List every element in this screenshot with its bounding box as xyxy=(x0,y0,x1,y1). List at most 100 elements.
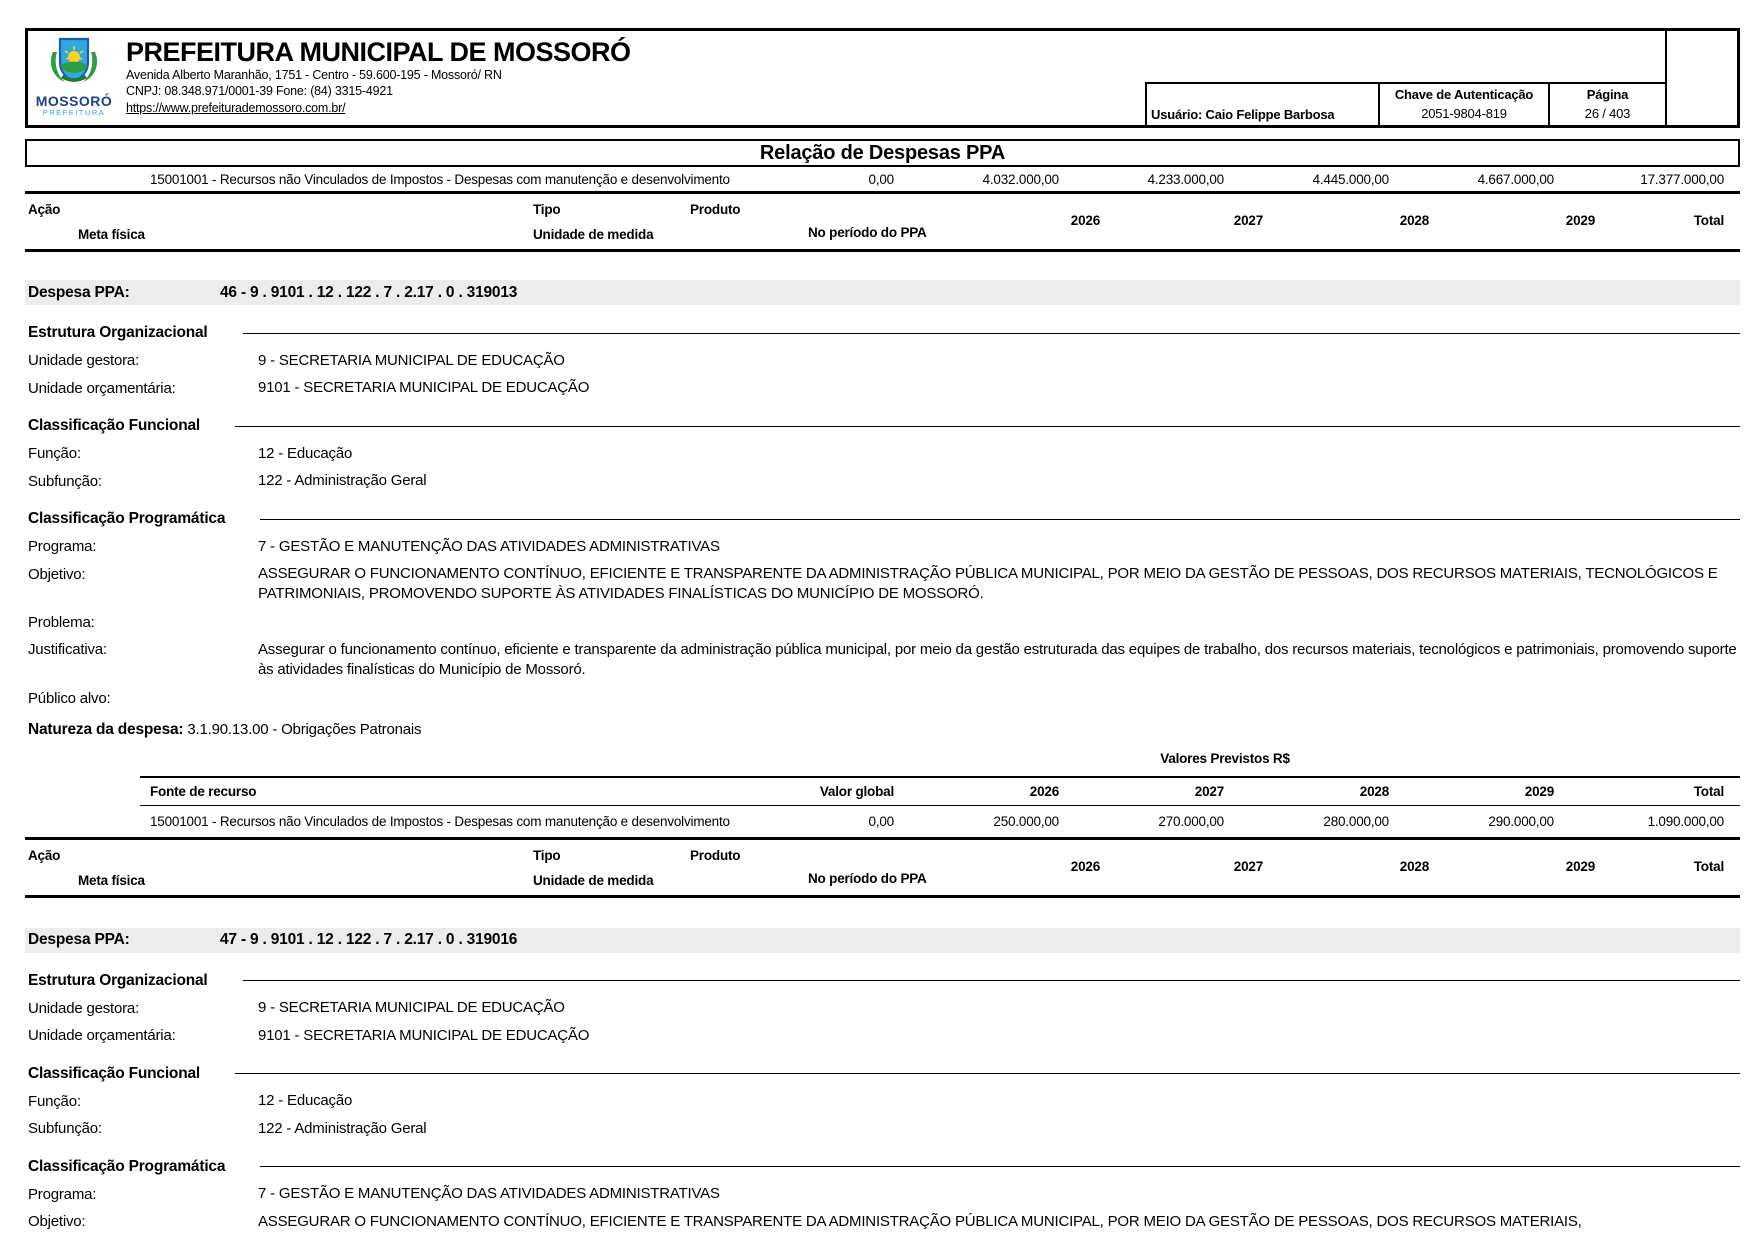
valores-previstos-label: Valores Previstos R$ xyxy=(1160,750,1290,766)
value-total: 17.377.000,00 xyxy=(1640,171,1724,187)
value-2028: 280.000,00 xyxy=(1323,813,1389,829)
col-meta-fisica: Meta física xyxy=(78,872,145,888)
heading-estrutura-organizacional: Estrutura Organizacional xyxy=(25,324,1740,342)
col-2026: 2026 xyxy=(1070,213,1100,228)
col-unidade-medida: Unidade de medida xyxy=(533,872,654,888)
heading-rule xyxy=(235,425,1740,427)
col-periodo-ppa: No período do PPA xyxy=(808,870,927,886)
heading-classificacao-programatica: Classificação Programática xyxy=(25,1158,1740,1176)
despesa-ppa-band: Despesa PPA: 46 - 9 . 9101 . 12 . 122 . … xyxy=(25,280,1740,305)
field-publico-alvo: Público alvo: xyxy=(28,689,111,707)
funding-table-header: Fonte de recurso Valor global 2026 2027 … xyxy=(25,778,1740,805)
col-periodo-ppa: No período do PPA xyxy=(808,225,927,240)
funding-row-continued: 15001001 - Recursos não Vinculados de Im… xyxy=(25,167,1740,191)
divider xyxy=(25,191,1740,194)
natureza-despesa-row: Natureza da despesa: 3.1.90.13.00 - Obri… xyxy=(28,720,422,738)
valor-global-value: 0,00 xyxy=(868,813,895,829)
col-2027: 2027 xyxy=(1233,213,1263,228)
field-problema: Problema: xyxy=(28,614,95,631)
page-label: Página xyxy=(1586,87,1629,102)
field-objetivo: Objetivo: ASSEGURAR O FUNCIONAMENTO CONT… xyxy=(28,1212,1582,1230)
auth-key-label: Chave de Autenticação xyxy=(1394,87,1534,102)
logo-wordmark: MOSSORÓ xyxy=(35,93,113,109)
field-programa: Programa: 7 - GESTÃO E MANUTENÇÃO DAS AT… xyxy=(28,1185,720,1203)
action-table-header: Ação Tipo Produto Meta física Unidade de… xyxy=(25,194,1740,249)
auth-key-cell: Chave de Autenticação 2051-9804-819 xyxy=(1378,82,1548,125)
col-produto: Produto xyxy=(690,202,741,217)
user-cell: Usuário: Caio Felippe Barbosa xyxy=(1145,82,1378,125)
despesa-ppa-label: Despesa PPA: xyxy=(28,283,130,301)
field-funcao: Função: 12 - Educação xyxy=(28,1092,353,1110)
despesa-ppa-band: Despesa PPA: 47 - 9 . 9101 . 12 . 122 . … xyxy=(25,927,1740,953)
heading-rule xyxy=(242,980,1740,981)
user-name: Usuário: Caio Felippe Barbosa xyxy=(1151,107,1335,122)
col-total: Total xyxy=(1693,858,1724,874)
col-2027: 2027 xyxy=(1233,858,1263,874)
field-subfuncao: Subfunção: 122 - Administração Geral xyxy=(28,472,427,490)
heading-rule xyxy=(235,1073,1740,1074)
action-table-header: Ação Tipo Produto Meta física Unidade de… xyxy=(25,840,1740,895)
heading-estrutura-organizacional: Estrutura Organizacional xyxy=(25,972,1740,990)
table-rule xyxy=(140,775,1740,778)
table-rule xyxy=(140,804,1740,806)
despesa-ppa-label: Despesa PPA: xyxy=(28,931,130,948)
org-name: PREFEITURA MUNICIPAL DE MOSSORÓ xyxy=(126,37,631,67)
funding-source: 15001001 - Recursos não Vinculados de Im… xyxy=(150,171,734,187)
heading-rule xyxy=(260,518,1740,520)
col-total: Total xyxy=(1693,783,1724,799)
report-title-bar: Relação de Despesas PPA xyxy=(25,139,1740,167)
value-2026: 250.000,00 xyxy=(993,813,1059,829)
divider xyxy=(25,249,1740,252)
heading-rule xyxy=(242,332,1740,334)
col-unidade-medida: Unidade de medida xyxy=(533,227,654,242)
value-2029: 4.667.000,00 xyxy=(1477,171,1555,187)
col-fonte-recurso: Fonte de recurso xyxy=(150,783,257,799)
value-2027: 4.233.000,00 xyxy=(1147,171,1225,187)
col-total: Total xyxy=(1693,213,1724,228)
website-link[interactable]: https://www.prefeiturademossoro.com.br/ xyxy=(126,101,346,115)
field-programa: Programa: 7 - GESTÃO E MANUTENÇÃO DAS AT… xyxy=(28,537,720,555)
value-2029: 290.000,00 xyxy=(1488,813,1554,829)
col-valor-global: Valor global xyxy=(819,783,894,799)
value-2028: 4.445.000,00 xyxy=(1312,171,1390,187)
report-header: MOSSORÓ PREFEITURA PREFEITURA MUNICIPAL … xyxy=(25,28,1740,128)
field-justificativa: Justificativa: Assegurar o funcionamento… xyxy=(28,640,1737,678)
field-funcao: Função: 12 - Educação xyxy=(28,444,353,462)
heading-rule xyxy=(260,1166,1740,1167)
funding-source: 15001001 - Recursos não Vinculados de Im… xyxy=(150,813,734,829)
col-produto: Produto xyxy=(690,847,741,863)
col-2028: 2028 xyxy=(1399,858,1429,874)
natureza-despesa-value: 3.1.90.13.00 - Obrigações Patronais xyxy=(187,720,422,738)
report-title: Relação de Despesas PPA xyxy=(759,141,1006,164)
org-address: Avenida Alberto Maranhão, 1751 - Centro … xyxy=(126,68,502,82)
field-unidade-gestora: Unidade gestora: 9 - SECRETARIA MUNICIPA… xyxy=(28,351,565,369)
col-2026: 2026 xyxy=(1029,783,1059,799)
value-2026: 4.032.000,00 xyxy=(982,171,1060,187)
col-2029: 2029 xyxy=(1565,858,1595,874)
col-2027: 2027 xyxy=(1194,783,1224,799)
col-2029: 2029 xyxy=(1524,783,1554,799)
col-2029: 2029 xyxy=(1565,213,1595,228)
col-meta-fisica: Meta física xyxy=(78,227,145,242)
funding-row: 15001001 - Recursos não Vinculados de Im… xyxy=(25,806,1740,837)
field-unidade-orcamentaria: Unidade orçamentária: 9101 - SECRETARIA … xyxy=(28,379,590,397)
field-subfuncao: Subfunção: 122 - Administração Geral xyxy=(28,1119,427,1137)
col-2028: 2028 xyxy=(1399,213,1429,228)
city-crest-icon xyxy=(50,37,98,83)
logo-subtitle: PREFEITURA xyxy=(42,108,106,117)
heading-classificacao-funcional: Classificação Funcional xyxy=(25,417,1740,435)
org-cnpj-phone: CNPJ: 08.348.971/0001-39 Fone: (84) 3315… xyxy=(126,84,393,98)
col-acao: Ação xyxy=(28,202,61,217)
page-number: 26 / 403 xyxy=(1584,106,1631,121)
col-tipo: Tipo xyxy=(533,847,561,863)
value-total: 1.090.000,00 xyxy=(1647,813,1725,829)
despesa-ppa-code: 47 - 9 . 9101 . 12 . 122 . 7 . 2.17 . 0 … xyxy=(220,931,518,948)
field-unidade-orcamentaria: Unidade orçamentária: 9101 - SECRETARIA … xyxy=(28,1026,590,1044)
heading-classificacao-funcional: Classificação Funcional xyxy=(25,1065,1740,1083)
auth-key-value: 2051-9804-819 xyxy=(1421,106,1507,121)
org-info: PREFEITURA MUNICIPAL DE MOSSORÓ Avenida … xyxy=(120,31,631,125)
col-2028: 2028 xyxy=(1359,783,1389,799)
field-unidade-gestora: Unidade gestora: 9 - SECRETARIA MUNICIPA… xyxy=(28,999,565,1017)
col-2026: 2026 xyxy=(1070,858,1100,874)
